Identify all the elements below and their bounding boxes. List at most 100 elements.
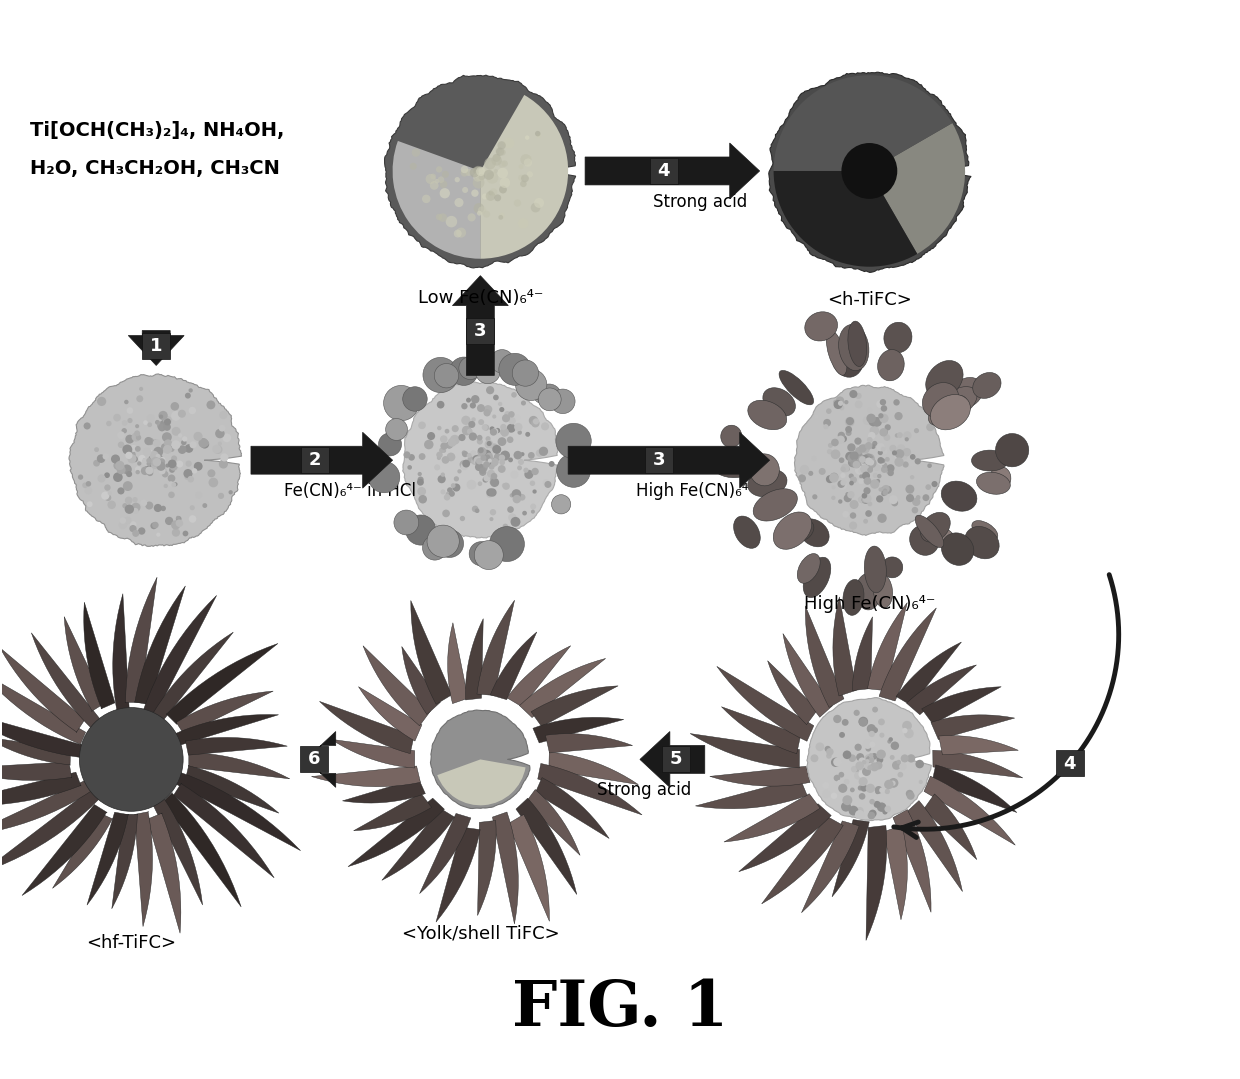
Polygon shape xyxy=(0,762,72,780)
Polygon shape xyxy=(477,820,496,916)
Polygon shape xyxy=(154,798,202,905)
Circle shape xyxy=(107,421,112,426)
Circle shape xyxy=(440,188,450,199)
Circle shape xyxy=(479,419,484,425)
Circle shape xyxy=(490,426,495,432)
Circle shape xyxy=(482,454,489,460)
Circle shape xyxy=(492,445,501,454)
Circle shape xyxy=(908,459,916,467)
Circle shape xyxy=(394,510,419,535)
Circle shape xyxy=(910,454,915,460)
Polygon shape xyxy=(174,771,300,850)
Circle shape xyxy=(491,155,502,166)
Circle shape xyxy=(869,798,875,805)
Circle shape xyxy=(500,460,505,465)
Circle shape xyxy=(434,364,459,387)
Circle shape xyxy=(538,388,562,411)
Circle shape xyxy=(176,516,181,521)
Polygon shape xyxy=(516,798,577,894)
Ellipse shape xyxy=(972,520,998,541)
Polygon shape xyxy=(174,714,279,746)
Circle shape xyxy=(906,792,915,800)
Circle shape xyxy=(486,449,494,456)
Polygon shape xyxy=(832,820,869,897)
Circle shape xyxy=(124,399,129,405)
Circle shape xyxy=(861,443,869,453)
Circle shape xyxy=(928,463,932,468)
Circle shape xyxy=(482,407,490,413)
Circle shape xyxy=(460,463,467,470)
Circle shape xyxy=(531,509,534,514)
Circle shape xyxy=(450,357,479,385)
Circle shape xyxy=(884,434,890,441)
Circle shape xyxy=(176,516,180,520)
Circle shape xyxy=(449,491,455,496)
Circle shape xyxy=(491,457,498,466)
Circle shape xyxy=(839,732,844,738)
Circle shape xyxy=(219,411,227,419)
Circle shape xyxy=(153,439,159,445)
Circle shape xyxy=(500,213,505,218)
Polygon shape xyxy=(492,812,518,924)
Circle shape xyxy=(169,467,175,473)
FancyBboxPatch shape xyxy=(143,333,170,359)
Circle shape xyxy=(490,466,494,470)
Polygon shape xyxy=(112,815,138,909)
Circle shape xyxy=(156,533,160,537)
Circle shape xyxy=(537,384,562,408)
Circle shape xyxy=(863,456,872,465)
Circle shape xyxy=(869,730,875,737)
Circle shape xyxy=(463,187,469,193)
Circle shape xyxy=(448,438,456,447)
Polygon shape xyxy=(884,825,908,919)
Circle shape xyxy=(873,473,878,478)
Circle shape xyxy=(418,472,422,476)
Circle shape xyxy=(476,166,485,176)
Circle shape xyxy=(102,492,109,500)
Circle shape xyxy=(910,475,914,479)
Circle shape xyxy=(368,462,399,493)
Circle shape xyxy=(125,505,134,514)
Polygon shape xyxy=(465,618,484,700)
Circle shape xyxy=(531,203,541,213)
Polygon shape xyxy=(924,776,1016,845)
Circle shape xyxy=(878,450,883,455)
Circle shape xyxy=(831,450,841,460)
Circle shape xyxy=(539,447,548,456)
Circle shape xyxy=(531,419,539,427)
Circle shape xyxy=(859,475,863,478)
Circle shape xyxy=(207,400,216,409)
Circle shape xyxy=(842,510,849,518)
Circle shape xyxy=(856,753,864,761)
Polygon shape xyxy=(717,667,813,741)
Circle shape xyxy=(441,449,446,453)
Circle shape xyxy=(469,421,475,428)
Polygon shape xyxy=(436,828,480,923)
Circle shape xyxy=(866,456,874,466)
Circle shape xyxy=(448,488,453,493)
Circle shape xyxy=(176,519,184,527)
Circle shape xyxy=(839,406,844,410)
Polygon shape xyxy=(852,617,873,691)
Circle shape xyxy=(858,716,868,726)
Circle shape xyxy=(490,509,496,516)
Circle shape xyxy=(815,414,818,419)
Circle shape xyxy=(408,454,415,461)
Polygon shape xyxy=(490,632,537,699)
Circle shape xyxy=(412,149,420,156)
Circle shape xyxy=(518,494,526,501)
Ellipse shape xyxy=(937,386,977,420)
Circle shape xyxy=(826,475,835,483)
Circle shape xyxy=(510,493,513,497)
Circle shape xyxy=(134,431,140,436)
Circle shape xyxy=(476,435,482,440)
Polygon shape xyxy=(722,707,801,754)
Circle shape xyxy=(858,496,864,503)
Polygon shape xyxy=(384,76,575,268)
Circle shape xyxy=(858,452,863,456)
Ellipse shape xyxy=(797,554,820,584)
Circle shape xyxy=(867,464,873,470)
Wedge shape xyxy=(438,760,526,805)
Circle shape xyxy=(461,166,469,174)
Circle shape xyxy=(460,516,465,521)
